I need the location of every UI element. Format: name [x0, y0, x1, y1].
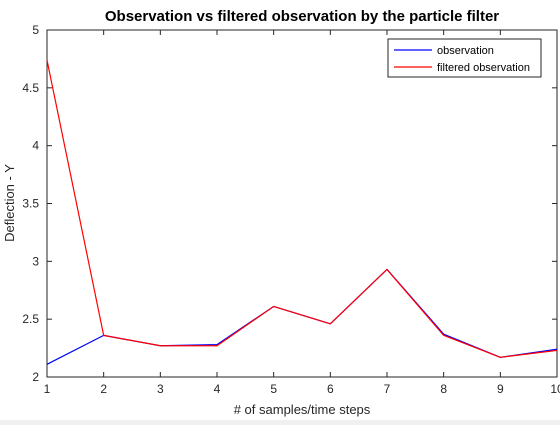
y-tick-label: 2.5 [22, 312, 39, 326]
chart-title: Observation vs filtered observation by t… [105, 8, 499, 25]
x-tick-label: 6 [327, 382, 334, 396]
y-tick-label: 2 [32, 370, 39, 384]
x-tick-label: 1 [44, 382, 51, 396]
y-tick-label: 4 [32, 139, 39, 153]
legend-entry-label: observation [437, 45, 494, 57]
x-tick-label: 2 [100, 382, 107, 396]
x-tick-label: 9 [497, 382, 504, 396]
legend-entry-label: filtered observation [437, 62, 530, 74]
plot-area [47, 30, 557, 377]
x-tick-label: 8 [440, 382, 447, 396]
x-tick-label: 10 [550, 382, 560, 396]
x-tick-label: 5 [270, 382, 277, 396]
x-axis-label: # of samples/time steps [234, 402, 371, 417]
legend: observation filtered observation [388, 39, 541, 77]
y-axis-label: Deflection - Y [2, 164, 17, 242]
y-tick-label: 3 [32, 254, 39, 268]
y-tick-label: 3.5 [22, 197, 39, 211]
x-tick-label: 4 [214, 382, 221, 396]
x-tick-label: 3 [157, 382, 164, 396]
x-tick-label: 7 [384, 382, 391, 396]
y-tick-label: 5 [32, 23, 39, 37]
y-tick-label: 4.5 [22, 81, 39, 95]
